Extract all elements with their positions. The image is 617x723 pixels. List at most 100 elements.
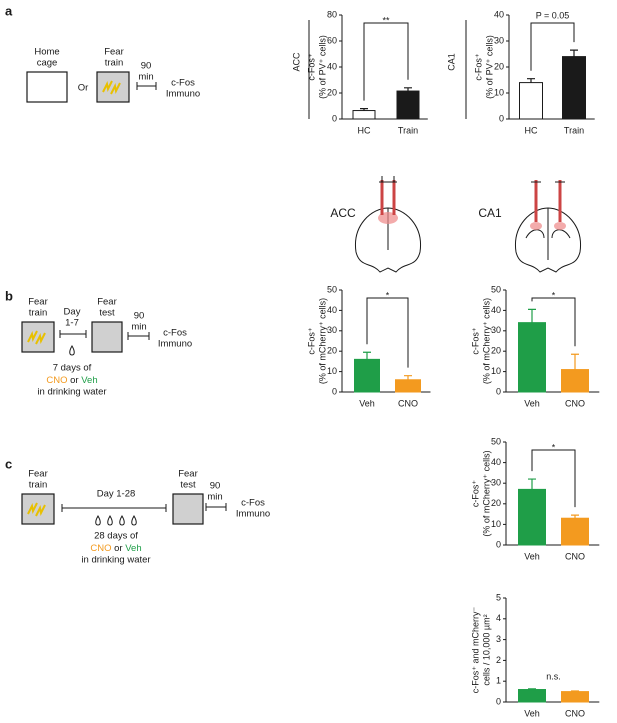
label: Fear: [28, 297, 48, 308]
shock-icon: [102, 80, 121, 95]
bar: [562, 56, 586, 120]
annotation: *: [552, 442, 556, 452]
y-axis-label: c-Fos⁺: [306, 53, 316, 81]
bar: [395, 379, 421, 393]
bracket: [366, 297, 409, 368]
label: test: [99, 308, 115, 319]
error-bar: [528, 688, 536, 690]
label: Fear: [104, 47, 124, 58]
box: [172, 493, 204, 525]
label: CNO: [90, 543, 111, 554]
label: Day 1-28: [97, 489, 136, 500]
annotation: **: [382, 15, 390, 25]
y-tick-label: 0: [332, 113, 337, 123]
x-tick-label: HC: [358, 125, 371, 135]
y-tick-label: 60: [327, 35, 337, 45]
y-tick-label: 10: [491, 519, 501, 529]
y-tick-label: 30: [327, 325, 337, 335]
label: c-Fos: [163, 328, 187, 339]
drop: [69, 345, 75, 356]
x-tick-label: CNO: [398, 398, 418, 408]
note: CNO or Veh: [46, 375, 97, 386]
y-axis-label: (% of mCherry⁺ cells): [481, 450, 491, 536]
label: train: [29, 480, 47, 491]
label: 90: [141, 61, 152, 72]
panel-label: b: [5, 288, 13, 303]
label: Veh: [81, 375, 97, 386]
box: [21, 493, 55, 525]
y-tick-label: 10: [491, 366, 501, 376]
box: [26, 71, 68, 103]
y-axis-label: (% of mCherry⁺ cells): [481, 298, 491, 384]
annotation: n.s.: [546, 671, 561, 681]
region-label: ACC: [291, 52, 301, 72]
y-tick-label: 40: [327, 305, 337, 315]
bar: [352, 110, 376, 120]
label: min: [138, 72, 153, 83]
y-tick-label: 40: [327, 61, 337, 71]
y-tick-label: 20: [494, 61, 504, 71]
y-tick-label: 40: [494, 9, 504, 19]
y-tick-label: 0: [332, 386, 337, 396]
y-axis-label: c-Fos⁺ and mCherry⁻: [470, 606, 480, 693]
error-bar: [571, 353, 579, 370]
y-axis-label: (% of PV⁺ cells): [317, 35, 327, 99]
error-bar: [363, 351, 371, 360]
y-tick-label: 40: [491, 457, 501, 467]
shock-icon: [27, 502, 46, 517]
x-tick-label: Train: [564, 125, 584, 135]
label: 1-7: [65, 318, 79, 329]
label: Home: [34, 47, 59, 58]
error-bar: [404, 375, 412, 380]
y-tick-label: 30: [491, 325, 501, 335]
box: [96, 71, 130, 103]
label: or: [70, 375, 78, 386]
y-tick-label: 50: [491, 436, 501, 446]
y-tick-label: 2: [496, 655, 501, 665]
label: Veh: [125, 543, 141, 554]
x-tick-label: Veh: [524, 551, 540, 561]
x-tick-label: CNO: [565, 398, 585, 408]
brain-ca1: [515, 180, 581, 273]
label: min: [131, 322, 146, 333]
y-tick-label: 30: [491, 478, 501, 488]
bar: [518, 322, 546, 393]
x-tick-label: Train: [398, 125, 418, 135]
timeline: [61, 504, 167, 512]
label: c-Fos: [171, 78, 195, 89]
label: Immuno: [236, 509, 270, 520]
error-bar: [527, 78, 535, 83]
label: 7 days of: [53, 363, 92, 374]
y-axis-label: c-Fos⁺: [470, 327, 480, 355]
annotation: P = 0.05: [536, 10, 570, 20]
annotation: *: [386, 290, 390, 300]
bar: [561, 369, 589, 393]
y-tick-label: 0: [499, 113, 504, 123]
brain-acc: [355, 176, 421, 273]
y-tick-label: 1: [496, 676, 501, 686]
box: [21, 321, 55, 353]
y-tick-label: 20: [327, 87, 337, 97]
y-tick-label: 0: [496, 539, 501, 549]
bar: [518, 689, 546, 703]
error-bar: [571, 690, 579, 692]
drops: [95, 515, 137, 526]
timeline: [59, 330, 87, 338]
label: or: [114, 543, 122, 554]
bar: [519, 82, 543, 120]
bar: [561, 691, 589, 703]
x-tick-label: Veh: [524, 708, 540, 718]
label: CNO: [46, 375, 67, 386]
label: Fear: [97, 297, 117, 308]
region-label: CA1: [446, 53, 456, 71]
label: train: [105, 58, 123, 69]
label: c-Fos: [241, 498, 265, 509]
bracket: [363, 22, 409, 101]
y-axis-label: c-Fos⁺: [470, 480, 480, 508]
annotation: *: [552, 290, 556, 300]
y-tick-label: 20: [327, 346, 337, 356]
error-bar: [570, 49, 578, 57]
x-tick-label: Veh: [359, 398, 375, 408]
panel-label: a: [5, 3, 13, 18]
